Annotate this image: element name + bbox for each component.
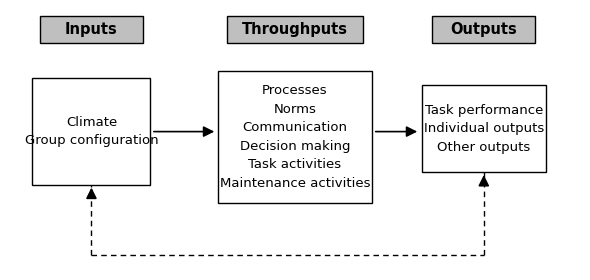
FancyBboxPatch shape: [432, 16, 535, 43]
FancyBboxPatch shape: [422, 85, 546, 172]
Text: Task performance
Individual outputs
Other outputs: Task performance Individual outputs Othe…: [424, 104, 544, 154]
FancyBboxPatch shape: [40, 16, 143, 43]
FancyBboxPatch shape: [227, 16, 363, 43]
FancyBboxPatch shape: [32, 78, 150, 185]
Text: Throughputs: Throughputs: [242, 22, 348, 37]
Text: Climate
Group configuration: Climate Group configuration: [25, 116, 158, 147]
FancyBboxPatch shape: [218, 71, 372, 203]
Text: Processes
Norms
Communication
Decision making
Task activities
Maintenance activi: Processes Norms Communication Decision m…: [219, 85, 371, 190]
Text: Outputs: Outputs: [450, 22, 517, 37]
Text: Inputs: Inputs: [65, 22, 118, 37]
